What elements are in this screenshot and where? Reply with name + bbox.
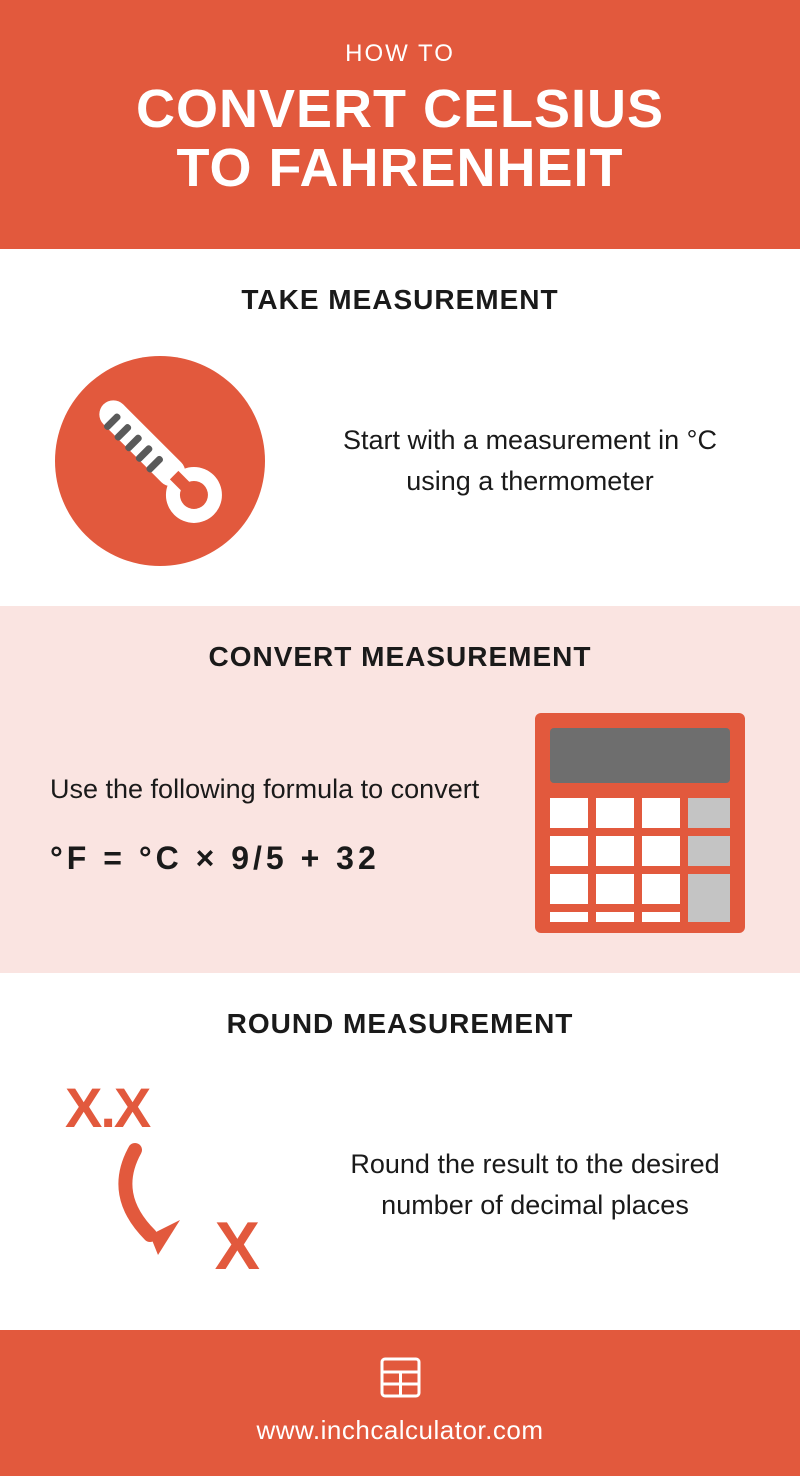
take-section-text: Start with a measurement in °C using a t…: [310, 420, 750, 501]
footer-logo-icon: [378, 1355, 423, 1400]
header-subtitle: HOW TO: [20, 40, 780, 68]
convert-section-title: CONVERT MEASUREMENT: [50, 641, 750, 673]
infographic-container: HOW TO CONVERT CELSIUS TO FAHRENHEIT TAK…: [0, 0, 800, 1450]
conversion-formula: °F = °C × 9/5 + 32: [50, 840, 500, 877]
round-xx-label: X.X: [65, 1075, 149, 1140]
take-section-content: Start with a measurement in °C using a t…: [50, 351, 750, 571]
convert-left-column: Use the following formula to convert °F …: [50, 769, 500, 877]
convert-measurement-section: CONVERT MEASUREMENT Use the following fo…: [0, 606, 800, 973]
take-section-title: TAKE MEASUREMENT: [50, 284, 750, 316]
round-measurement-section: ROUND MEASUREMENT X.X X Round the result…: [0, 973, 800, 1330]
header-title: CONVERT CELSIUS TO FAHRENHEIT: [20, 80, 780, 199]
round-section-text: Round the result to the desired number o…: [320, 1144, 750, 1225]
convert-section-text: Use the following formula to convert: [50, 769, 500, 810]
thermometer-icon: [50, 351, 270, 571]
round-x-label: X: [215, 1207, 260, 1285]
take-measurement-section: TAKE MEASUREMENT: [0, 249, 800, 606]
footer-url: www.inchcalculator.com: [20, 1415, 780, 1446]
footer-section: www.inchcalculator.com: [0, 1330, 800, 1476]
round-section-title: ROUND MEASUREMENT: [50, 1008, 750, 1040]
round-section-content: X.X X Round the result to the desired nu…: [50, 1075, 750, 1295]
convert-section-content: Use the following formula to convert °F …: [50, 708, 750, 938]
calculator-icon: [530, 708, 750, 938]
arrow-icon: [100, 1135, 220, 1265]
header-section: HOW TO CONVERT CELSIUS TO FAHRENHEIT: [0, 0, 800, 249]
rounding-icon: X.X X: [50, 1075, 280, 1295]
